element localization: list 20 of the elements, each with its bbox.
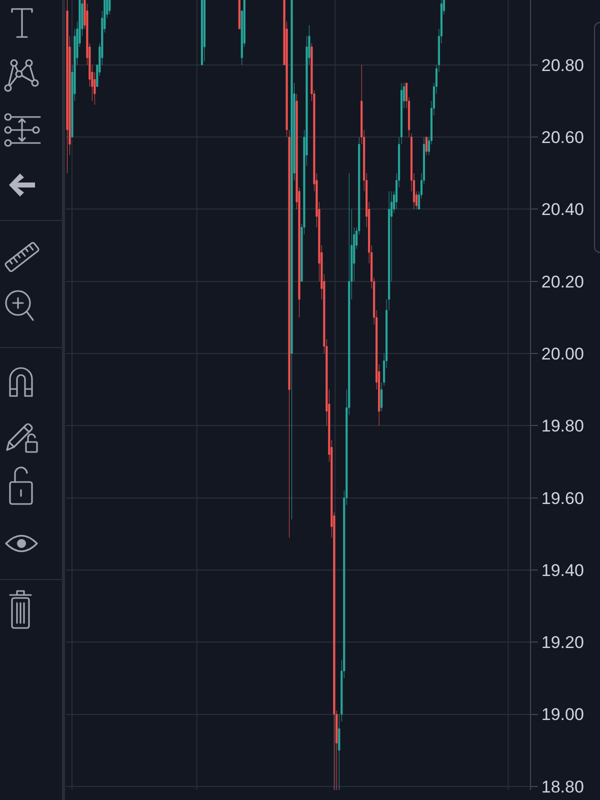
candlestick bbox=[203, 0, 206, 62]
y-tick-label: 19.40 bbox=[541, 560, 584, 580]
y-tick-label: 19.20 bbox=[541, 633, 584, 652]
y-tick-label: 18.80 bbox=[541, 777, 584, 796]
candlestick bbox=[288, 130, 290, 538]
y-tick-label: 20.60 bbox=[541, 128, 584, 148]
y-tick-label: 20.20 bbox=[541, 272, 584, 292]
candlestick bbox=[108, 0, 111, 15]
y-tick-label: 20.80 bbox=[541, 56, 584, 75]
candlestick bbox=[338, 714, 340, 790]
candlestick bbox=[425, 136, 428, 156]
candlestick bbox=[238, 0, 240, 30]
y-tick-label: 20.40 bbox=[541, 200, 584, 220]
candlestick bbox=[290, 0, 293, 520]
y-tick-label: 20.00 bbox=[541, 344, 584, 364]
candlestick bbox=[200, 0, 203, 66]
y-tick-label: 19.60 bbox=[541, 488, 584, 508]
y-tick-label: 19.80 bbox=[541, 416, 584, 436]
candlestick bbox=[66, 0, 68, 174]
y-tick-label: 19.00 bbox=[541, 705, 584, 724]
